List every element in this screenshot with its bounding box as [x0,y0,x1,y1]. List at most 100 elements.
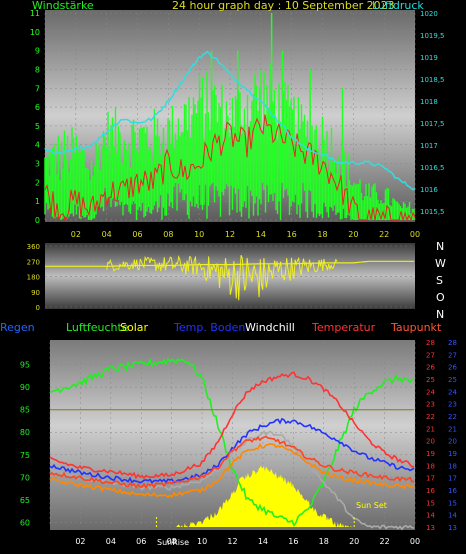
p3-ytick-90: 90 [20,383,30,392]
p1-xtick-08: 08 [163,230,173,239]
p1-ytick-6: 6 [35,103,40,112]
p3-y2tick-red-26: 26 [426,364,435,372]
p1-ytick-9: 9 [35,47,40,56]
p3-y2tick-red-28: 28 [426,339,435,347]
p3-xtick-18: 18 [319,537,329,546]
p3-y2tick-blue-15: 15 [448,499,457,507]
p3-y2tick-blue-17: 17 [448,475,457,483]
compass-s: S [436,274,443,287]
compass-n-top: N [436,240,444,253]
direction-spread [106,254,338,301]
legend-temp-boden: Temp. Boden [173,321,245,334]
p1-y2tick-3: 1017 [420,142,438,150]
p2-ytick-270: 270 [27,258,40,266]
p3-xtick-12: 12 [227,537,237,546]
p1-xtick-10: 10 [194,230,204,239]
p3-y2tick-red-18: 18 [426,462,435,470]
sunrise-label: SunRise [157,538,189,547]
p3-ytick-65: 65 [20,496,30,505]
solar-area [148,465,355,527]
p3-y2tick-red-15: 15 [426,499,435,507]
wind-bars [44,13,415,220]
p3-ytick-60: 60 [20,518,30,527]
p3-xtick-00: 00 [410,537,420,546]
p3-y2tick-red-25: 25 [426,376,435,384]
p3-y2tick-blue-26: 26 [448,364,457,372]
p1-xtick-16: 16 [287,230,297,239]
legend-luftfeuchte: Luftfeuchte [66,321,129,334]
wind-direction-panel [45,254,414,301]
series-taupunkt-line [49,435,415,490]
p3-y2tick-blue-19: 19 [448,450,457,458]
p3-ytick-95: 95 [20,361,30,370]
p3-ytick-75: 75 [20,451,30,460]
p3-y2tick-red-13: 13 [426,524,435,532]
p3-ytick-85: 85 [20,406,30,415]
p3-y2tick-red-14: 14 [426,512,435,520]
p3-ytick-70: 70 [20,473,30,482]
p3-y2tick-blue-25: 25 [448,376,457,384]
pressure-line [44,50,416,191]
p2-ytick-0: 0 [36,304,40,312]
p3-y2tick-red-27: 27 [426,351,435,359]
p1-xtick-14: 14 [256,230,266,239]
p1-xtick-06: 06 [132,230,142,239]
p1-y2tick-6: 1018,5 [420,76,445,84]
p1-xtick-20: 20 [348,230,358,239]
p3-y2tick-blue-21: 21 [448,425,457,433]
p3-y2tick-blue-23: 23 [448,401,457,409]
legend-temperatur: Temperatur [311,321,376,334]
p3-y2tick-red-17: 17 [426,475,435,483]
p2-ytick-360: 360 [27,243,40,251]
p1-y2tick-9: 1020 [420,10,438,18]
p3-y2tick-red-20: 20 [426,438,435,446]
legend-taupunkt: Taupunkt [390,321,442,334]
p1-ytick-0: 0 [35,216,40,225]
p3-y2tick-blue-13: 13 [448,524,457,532]
p1-ytick-8: 8 [35,65,40,74]
header-left-label: Windstärke [32,0,94,12]
p3-y2tick-red-23: 23 [426,401,435,409]
p1-y2tick-2: 1016,5 [420,164,445,172]
p1-y2tick-8: 1019,5 [420,32,445,40]
p1-y2tick-1: 1016 [420,186,438,194]
p1-ytick-2: 2 [35,178,40,187]
p1-ytick-3: 3 [35,160,40,169]
axes: 012345678910111015,510161016,510171017,5… [20,9,458,546]
p1-xtick-12: 12 [225,230,235,239]
series-temperatur-line [49,371,415,480]
direction-baseline [45,260,414,267]
p3-y2tick-blue-27: 27 [448,351,457,359]
series-luftfeuchte-line [49,357,414,527]
p3-xtick-16: 16 [288,537,298,546]
humidity-temperature-panel [49,357,415,531]
p3-y2tick-blue-28: 28 [448,339,457,347]
p3-y2tick-blue-20: 20 [448,438,457,446]
p2-ytick-180: 180 [27,274,40,282]
series-orange-line [49,442,415,498]
p3-xtick-04: 04 [106,537,116,546]
p3-y2tick-blue-24: 24 [448,388,457,396]
p3-y2tick-blue-14: 14 [448,512,457,520]
p1-ytick-11: 11 [30,9,40,18]
sunset-label: Sun Set [356,501,387,510]
series-temp-boden-line [49,417,415,484]
p3-xtick-14: 14 [258,537,268,546]
p1-y2tick-5: 1018 [420,98,438,106]
compass-w: W [435,257,446,270]
p3-y2tick-red-19: 19 [426,450,435,458]
legend-windchill: Windchill [245,321,295,334]
p3-y2tick-blue-16: 16 [448,487,457,495]
p1-ytick-5: 5 [35,122,40,131]
p3-xtick-08: 08 [167,537,177,546]
p1-ytick-1: 1 [35,197,40,206]
p2-ytick-90: 90 [31,289,40,297]
p1-xtick-18: 18 [317,230,327,239]
red-series-line [44,114,416,222]
p3-xtick-20: 20 [349,537,359,546]
p1-xtick-02: 02 [71,230,81,239]
p3-y2tick-blue-18: 18 [448,462,457,470]
p1-ytick-4: 4 [35,141,40,150]
panel2-background [45,243,415,309]
p1-ytick-10: 10 [30,28,40,37]
